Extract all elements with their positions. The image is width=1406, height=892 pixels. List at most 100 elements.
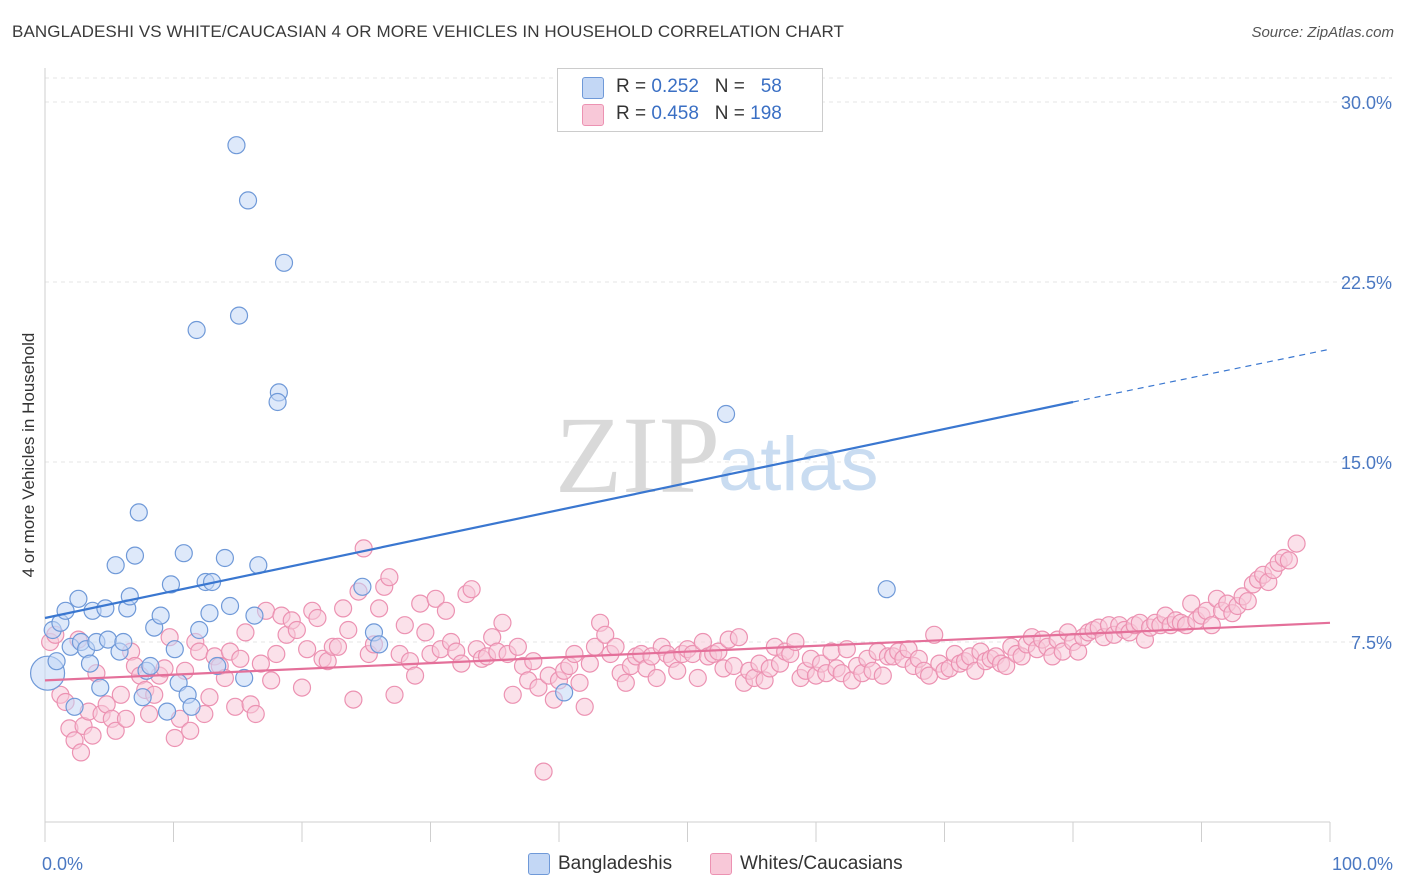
white-point xyxy=(493,613,512,632)
white-point xyxy=(83,726,102,745)
white-point xyxy=(452,654,471,673)
white-point xyxy=(1238,592,1257,611)
white-point xyxy=(462,580,481,599)
bangladeshi-point xyxy=(114,632,133,652)
legend-swatch-blue xyxy=(582,77,604,99)
bangladeshi-trend-extension xyxy=(1072,348,1331,403)
y-axis-title: 4 or more Vehicles in Household xyxy=(19,333,38,578)
trend-lines xyxy=(44,348,1331,682)
white-point xyxy=(647,668,666,688)
bangladeshi-point xyxy=(125,546,145,565)
bangladeshi-point xyxy=(877,580,896,599)
white-point xyxy=(370,599,389,618)
white-point xyxy=(724,656,743,676)
white-point xyxy=(668,661,687,680)
bottom-legend: Bangladeshis Whites/Caucasians xyxy=(0,852,1406,878)
y-tick-label: 30.0% xyxy=(1341,93,1392,113)
chart-title: BANGLADESHI VS WHITE/CAUCASIAN 4 OR MORE… xyxy=(12,22,845,41)
bangladeshi-point xyxy=(91,678,110,697)
bangladeshi-point xyxy=(200,604,219,623)
white-point xyxy=(251,654,270,673)
bangladeshi-point xyxy=(47,652,66,671)
x-tick-label: 0.0% xyxy=(42,854,83,874)
white-point xyxy=(606,637,625,656)
bangladeshi-point xyxy=(187,320,206,340)
white-trend-line xyxy=(44,621,1331,682)
legend-swatch-pink xyxy=(582,104,604,126)
bangladeshi-point xyxy=(353,577,372,596)
bangladeshi-point xyxy=(96,599,115,618)
white-point xyxy=(580,654,599,673)
bangladeshi-point xyxy=(227,136,246,155)
white-point xyxy=(267,644,286,664)
white-point xyxy=(354,539,373,558)
legend-text: R = 0.458 N = 198 xyxy=(616,103,782,124)
data-points xyxy=(29,136,1306,781)
bangladeshi-point xyxy=(106,556,125,575)
y-tick-label: 7.5% xyxy=(1351,633,1392,653)
axes xyxy=(44,68,1331,842)
white-point xyxy=(292,678,312,697)
white-point xyxy=(165,728,184,748)
bottom-legend-label: Bangladeshis xyxy=(558,853,673,874)
white-point xyxy=(181,721,200,740)
white-point xyxy=(524,652,543,671)
white-point xyxy=(534,762,553,781)
white-point xyxy=(344,690,363,709)
tick-labels: 7.5% 15.0% 22.5% 30.0% 0.0% 100.0% xyxy=(42,93,1393,874)
bangladeshi-point xyxy=(151,606,170,625)
bangladeshi-point xyxy=(190,620,209,640)
white-point xyxy=(395,616,414,635)
bangladeshi-point xyxy=(245,606,264,625)
white-point xyxy=(111,685,130,704)
bangladeshi-point xyxy=(238,191,258,210)
bangladeshi-point xyxy=(274,253,294,272)
white-point xyxy=(411,594,430,613)
white-point xyxy=(298,640,317,659)
grid-lines xyxy=(45,77,1392,643)
y-tick-label: 15.0% xyxy=(1341,453,1392,473)
white-point xyxy=(426,589,445,608)
bangladeshi-point xyxy=(69,589,88,608)
legend-text: R = 0.252 N = 58 xyxy=(616,76,782,97)
bottom-swatch-blue xyxy=(528,853,550,875)
white-point xyxy=(339,620,358,640)
chart-source: Source: ZipAtlas.com xyxy=(1251,24,1394,41)
bangladeshi-point xyxy=(174,544,193,563)
white-point xyxy=(328,637,348,656)
bangladeshi-point xyxy=(716,404,736,424)
white-point xyxy=(405,666,425,685)
white-point xyxy=(200,688,219,707)
bangladeshi-point xyxy=(65,697,84,716)
x-tick-label: 100.0% xyxy=(1332,854,1393,874)
white-point xyxy=(503,685,522,704)
bangladeshi-point xyxy=(56,601,75,620)
white-point xyxy=(380,568,399,587)
white-point xyxy=(729,628,749,647)
white-point xyxy=(1287,534,1306,553)
white-point xyxy=(688,668,707,688)
white-point xyxy=(236,623,255,642)
white-point xyxy=(385,685,404,704)
bottom-legend-label: Whites/Caucasians xyxy=(740,853,903,874)
white-point xyxy=(508,637,527,656)
white-point xyxy=(925,625,944,644)
bangladeshi-point xyxy=(555,683,574,702)
bangladeshi-point xyxy=(235,668,254,688)
bangladeshi-point xyxy=(165,640,184,659)
white-point xyxy=(1202,616,1221,635)
watermark: ZIP atlas xyxy=(555,394,879,516)
bangladeshi-point xyxy=(208,656,227,676)
bangladeshi-point xyxy=(80,654,100,673)
white-point xyxy=(1279,551,1298,570)
bangladeshi-point xyxy=(133,688,152,707)
bangladeshi-point xyxy=(220,596,240,616)
white-point xyxy=(190,642,209,661)
white-point xyxy=(71,743,91,762)
bangladeshi-point xyxy=(157,702,177,721)
watermark-zip: ZIP xyxy=(555,394,720,516)
white-point xyxy=(416,623,435,642)
bangladeshi-point xyxy=(129,503,148,522)
white-point xyxy=(106,721,125,740)
